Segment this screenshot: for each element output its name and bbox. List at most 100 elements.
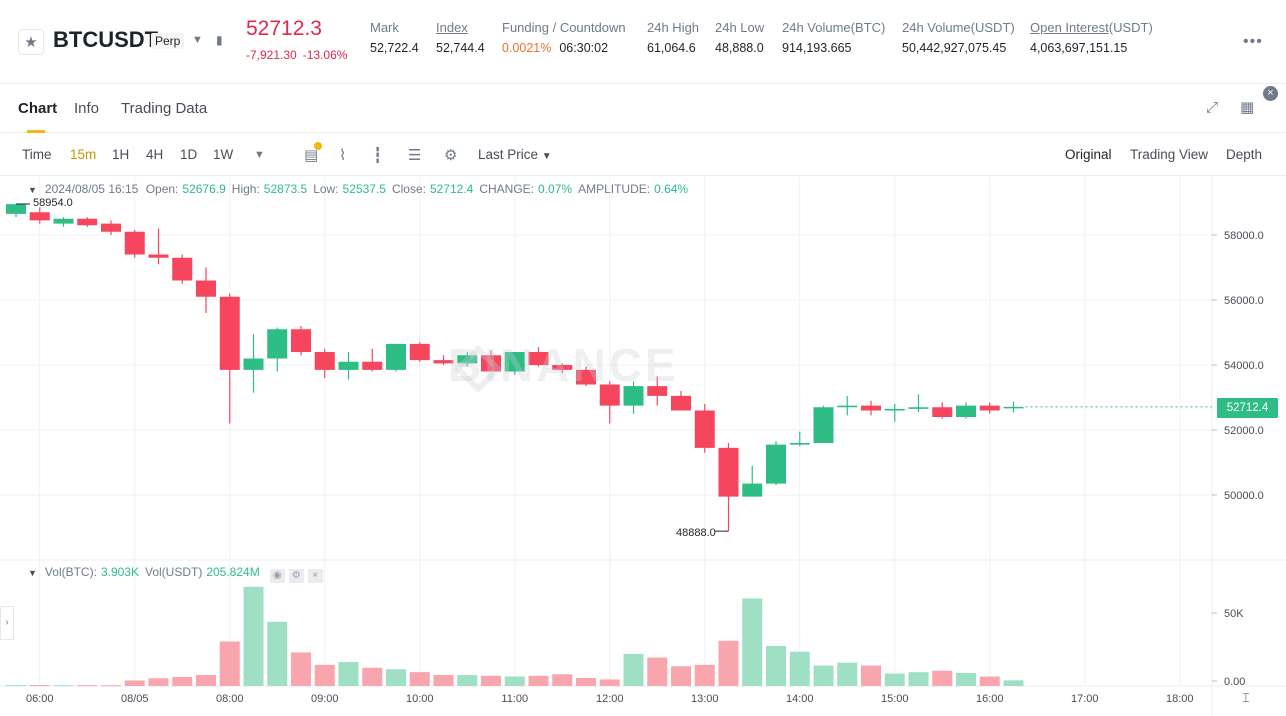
vol-usdt-value: 205.824M <box>206 565 260 579</box>
close-icon[interactable]: × <box>1263 86 1278 101</box>
more-intervals-dropdown-icon[interactable]: ▼ <box>254 149 265 161</box>
volume-bar <box>884 673 905 686</box>
candle-body <box>813 407 834 443</box>
interval-time[interactable]: Time <box>22 147 52 162</box>
candle-body <box>338 361 359 370</box>
candle-body <box>718 447 739 497</box>
stat-label[interactable]: Open Interest(USDT) <box>1030 20 1153 37</box>
legend-low: 52537.5 <box>342 182 386 196</box>
visibility-icon[interactable]: ◉ <box>269 569 285 583</box>
remove-indicator-icon[interactable]: × <box>307 569 323 583</box>
price-change-abs: -7,921.30 <box>246 48 297 62</box>
legend-close: 52712.4 <box>429 182 474 196</box>
stat-index[interactable]: Index 52,744.4 <box>436 20 485 55</box>
candle-type-icon[interactable]: ┇ <box>373 147 383 164</box>
candle-body <box>766 444 786 484</box>
book-icon[interactable]: ▮ <box>216 33 223 47</box>
candlestick-chart[interactable]: 50000.0 52000.0 54000.0 56000.0 58000.0 0.00 5… <box>0 177 1286 716</box>
volume-bar <box>6 685 26 687</box>
stat-value: 914,193.665 <box>782 41 852 55</box>
fullscreen-icon[interactable]: ⤢ <box>1206 99 1219 116</box>
drawing-tools-icon[interactable]: ☰ <box>408 147 422 164</box>
candle-body <box>861 405 881 411</box>
view-depth[interactable]: Depth <box>1226 147 1263 162</box>
layout-grid-icon[interactable]: ▦ <box>1240 99 1255 116</box>
candle-body <box>219 296 240 370</box>
legend-amplitude: 0.64% <box>654 182 689 196</box>
candle-body <box>837 405 858 408</box>
stat-value: 52,744.4 <box>436 41 485 55</box>
volume-bar <box>77 685 98 687</box>
ticker-bar: ★ BTCUSDT Perp ▼ ▮ 52712.3 -7,921.30 -13.… <box>0 0 1286 84</box>
scale-reset-icon[interactable]: ⌶ <box>1242 690 1250 705</box>
last-price-tag: 52712.4 <box>1217 398 1278 418</box>
symbol-dropdown-icon[interactable]: ▼ <box>192 34 203 46</box>
funding-rate: 0.0021% <box>502 41 552 55</box>
open-interest-link[interactable]: Open Interest <box>1030 20 1109 35</box>
volume-bar <box>314 664 335 686</box>
legend-high: 52873.5 <box>263 182 308 196</box>
legend-open: 52676.9 <box>182 182 226 196</box>
volume-bar <box>908 672 929 686</box>
favorite-star-icon[interactable]: ★ <box>18 29 44 55</box>
collapse-volume-icon[interactable]: ▼ <box>28 568 37 578</box>
volume-tick-label: 50K <box>1224 608 1244 620</box>
interval-1w[interactable]: 1W <box>213 147 234 162</box>
settings-gear-icon[interactable]: ⚙ <box>444 147 458 164</box>
tab-chart[interactable]: Chart <box>18 100 58 117</box>
legend-change-label: CHANGE: <box>479 182 535 196</box>
volume-bar <box>29 684 50 686</box>
price-tick-label: 56000.0 <box>1224 295 1264 307</box>
time-tick-label: 08:00 <box>216 693 244 705</box>
last-price: 52712.3 <box>246 17 322 40</box>
stat-label: 24h High <box>647 20 700 35</box>
interval-15m[interactable]: 15m <box>70 147 97 162</box>
stat-open-interest[interactable]: Open Interest(USDT) 4,063,697,151.15 <box>1030 20 1153 55</box>
candle-body <box>314 352 335 370</box>
price-type-label: Last Price <box>478 147 539 162</box>
stat-value: 52,722.4 <box>370 41 419 55</box>
interval-1h[interactable]: 1H <box>112 147 130 162</box>
volume-bar <box>1003 680 1024 686</box>
indicators-icon[interactable]: ⌇ <box>339 147 347 164</box>
candle-body <box>362 361 383 370</box>
candle-body <box>433 360 454 364</box>
chart-toolbar: Time 15m 1H 4H 1D 1W ▼ ▤ ⌇ ┇ ☰ ⚙ Last Pr… <box>0 134 1286 176</box>
volume-bar <box>267 621 288 686</box>
legend-high-label: High: <box>231 182 260 196</box>
volume-bar <box>671 666 691 686</box>
candle-body <box>29 212 50 221</box>
indicator-settings-icon[interactable]: ⚙ <box>288 569 304 583</box>
tab-trading-data[interactable]: Trading Data <box>121 100 208 117</box>
time-tick-label: 14:00 <box>786 693 814 705</box>
view-tabs: Chart Info Trading Data ⤢ ▦ × <box>0 85 1286 133</box>
price-type-select[interactable]: Last Price ▼ <box>478 147 552 162</box>
view-trading-view[interactable]: Trading View <box>1130 147 1209 162</box>
stat-label[interactable]: Index <box>436 20 468 35</box>
candle-body <box>552 365 573 370</box>
interval-1d[interactable]: 1D <box>180 147 198 162</box>
more-icon[interactable]: ••• <box>1243 33 1263 50</box>
calendar-icon[interactable]: ▤ <box>304 147 319 164</box>
volume-bar <box>409 672 430 686</box>
time-tick-label: 12:00 <box>596 693 624 705</box>
collapse-legend-icon[interactable]: ▼ <box>28 185 37 195</box>
chevron-down-icon: ▼ <box>541 151 552 162</box>
tab-info[interactable]: Info <box>74 100 100 117</box>
legend-low-label: Low: <box>313 182 339 196</box>
view-original[interactable]: Original <box>1065 147 1112 162</box>
candle-body <box>291 329 311 352</box>
volume-bar <box>53 685 74 687</box>
active-tab-indicator <box>27 130 45 133</box>
stat-24h-volume-usdt: 24h Volume(USDT) 50,442,927,075.45 <box>902 20 1015 55</box>
volume-bar <box>837 662 858 686</box>
expand-sidebar-icon[interactable]: › <box>0 606 14 640</box>
candle-body <box>267 329 288 359</box>
watermark: BINANCE <box>448 339 679 391</box>
candle-body <box>457 355 478 364</box>
candle-body <box>979 405 1000 411</box>
stat-mark: Mark 52,722.4 <box>370 20 419 55</box>
volume-bar <box>599 679 620 686</box>
symbol-name[interactable]: BTCUSDT <box>53 27 159 52</box>
interval-4h[interactable]: 4H <box>146 147 164 162</box>
